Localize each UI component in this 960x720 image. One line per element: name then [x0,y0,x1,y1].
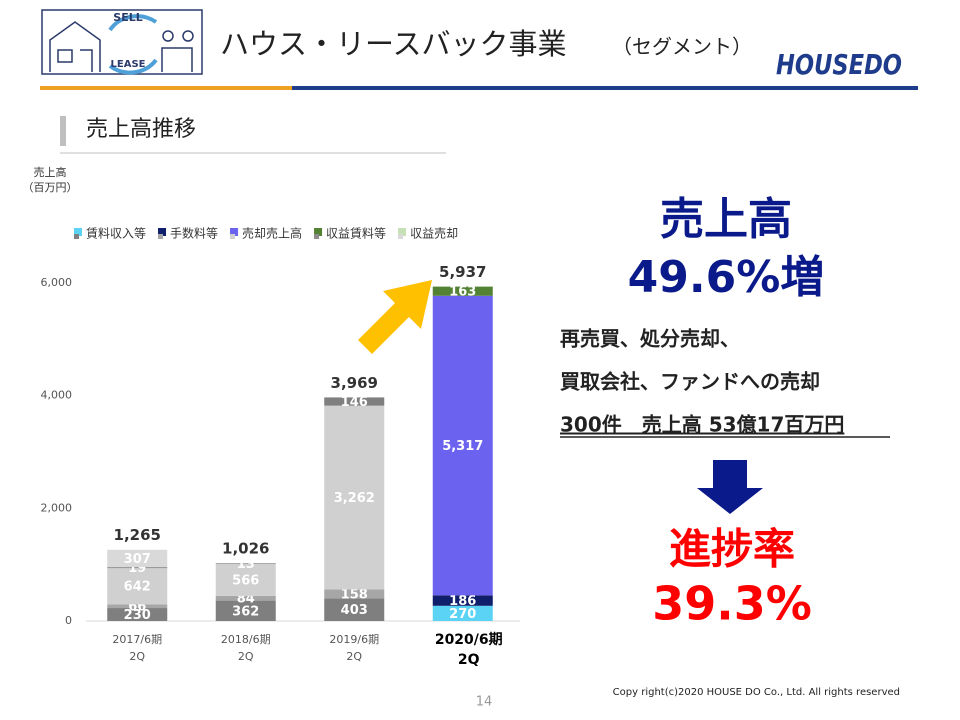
bar-segment [324,405,385,590]
header-icon [41,9,203,75]
segment-label: 5,317 [442,439,483,454]
highlight-heading: 売上高 [660,194,792,245]
segment-label: 307 [124,552,151,567]
header-rule [40,86,292,90]
y-tick-label: 0 [65,614,72,627]
down-arrow [697,460,763,514]
legend-swatch [230,234,236,239]
bar-segment [215,563,276,564]
segment-label: 566 [232,573,259,588]
bar-segment [432,605,493,621]
x-tick-label: 2019/6期 [329,633,379,646]
total-label: 1,265 [114,526,161,544]
total-label: 1,026 [222,540,269,558]
legend-label: 収益賃料等 [326,226,386,241]
total-label: 3,969 [331,374,378,392]
icon-text: LEASE [111,59,146,70]
chart: 売上高 （百万円） 0 2,000 4,000 6,000 賃料収入等 手数料等 売却売上高 収益… [23,165,520,668]
x-tick-label: 2Q [238,650,254,663]
x-tick-label: 2020/6期 [435,632,503,648]
segment-label: 186 [449,594,476,609]
bar-segment [324,397,385,406]
progress-value: 39.3% [652,577,812,631]
total-label: 5,937 [439,263,486,281]
bar-segment [432,295,493,596]
section-title: 売上高推移 [86,117,196,142]
segment-label: 230 [124,608,151,623]
bar-segment [432,595,493,606]
bar-segment [215,563,276,596]
bar-segment [107,604,168,609]
legend-label: 収益売却 [410,226,458,241]
bar-segment [432,286,493,296]
y-tick-label: 4,000 [41,389,73,402]
bar-segment [107,568,168,605]
legend-label: 賃料収入等 [86,226,146,241]
segment-label: 403 [341,603,368,618]
legend-swatch [158,228,167,236]
segment-label: 3,262 [334,491,375,506]
legend-swatch [74,234,79,239]
detail-line: 買取会社、ファンドへの売却 [560,370,820,394]
segment-label: 642 [124,580,151,595]
bar-segment [107,567,168,569]
y-axis-label: 売上高 [34,165,67,179]
segment-label: 158 [341,587,368,602]
legend-swatch [314,228,323,236]
bar-segment [324,598,385,621]
bar-segment [324,589,385,599]
legend-swatch [398,234,404,239]
title: ハウス・リースバック事業 [220,27,567,61]
x-tick-label: 2018/6期 [221,633,271,646]
legend-label: 売却売上高 [242,226,302,241]
detail-line: 再売買、処分売却、 [560,327,740,351]
segment-label: 146 [341,395,368,410]
header-rule [292,86,918,90]
icon-text: SELL [113,11,142,24]
legend-label: 手数料等 [170,226,218,241]
page-number: 14 [476,695,493,710]
y-tick-label: 6,000 [41,276,73,289]
progress-label: 進捗率 [669,525,795,574]
highlight-growth: 49.6%増 [628,252,825,303]
section-bar [60,116,66,146]
logo: HOUSEDO [776,48,902,81]
segment-label: 13 [237,557,255,572]
subtitle: （セグメント） [612,35,752,59]
legend-swatch [398,228,407,236]
x-tick-label: 2017/6期 [112,633,162,646]
segment-label: 163 [449,285,476,300]
segment-label: 362 [232,604,259,619]
up-arrow [358,280,432,354]
legend-swatch [74,228,82,236]
copyright: Copy right(c)2020 HOUSE DO Co., Ltd. All… [613,687,900,698]
x-tick-label: 2Q [458,652,480,668]
legend-swatch [314,234,320,239]
x-tick-label: 2Q [129,650,145,663]
bar-segment [107,608,168,621]
bar-segment [215,600,276,621]
bar-segment [215,595,276,601]
detail-line: 300件 売上高 53億17百万円 [560,413,844,437]
legend-swatch [158,234,164,239]
x-tick-label: 2Q [346,650,362,663]
y-axis-label: （百万円） [23,181,78,194]
bar-segment [107,549,168,568]
segment-label: 270 [449,607,476,622]
legend-swatch [230,228,239,236]
y-tick-label: 2,000 [41,501,73,514]
